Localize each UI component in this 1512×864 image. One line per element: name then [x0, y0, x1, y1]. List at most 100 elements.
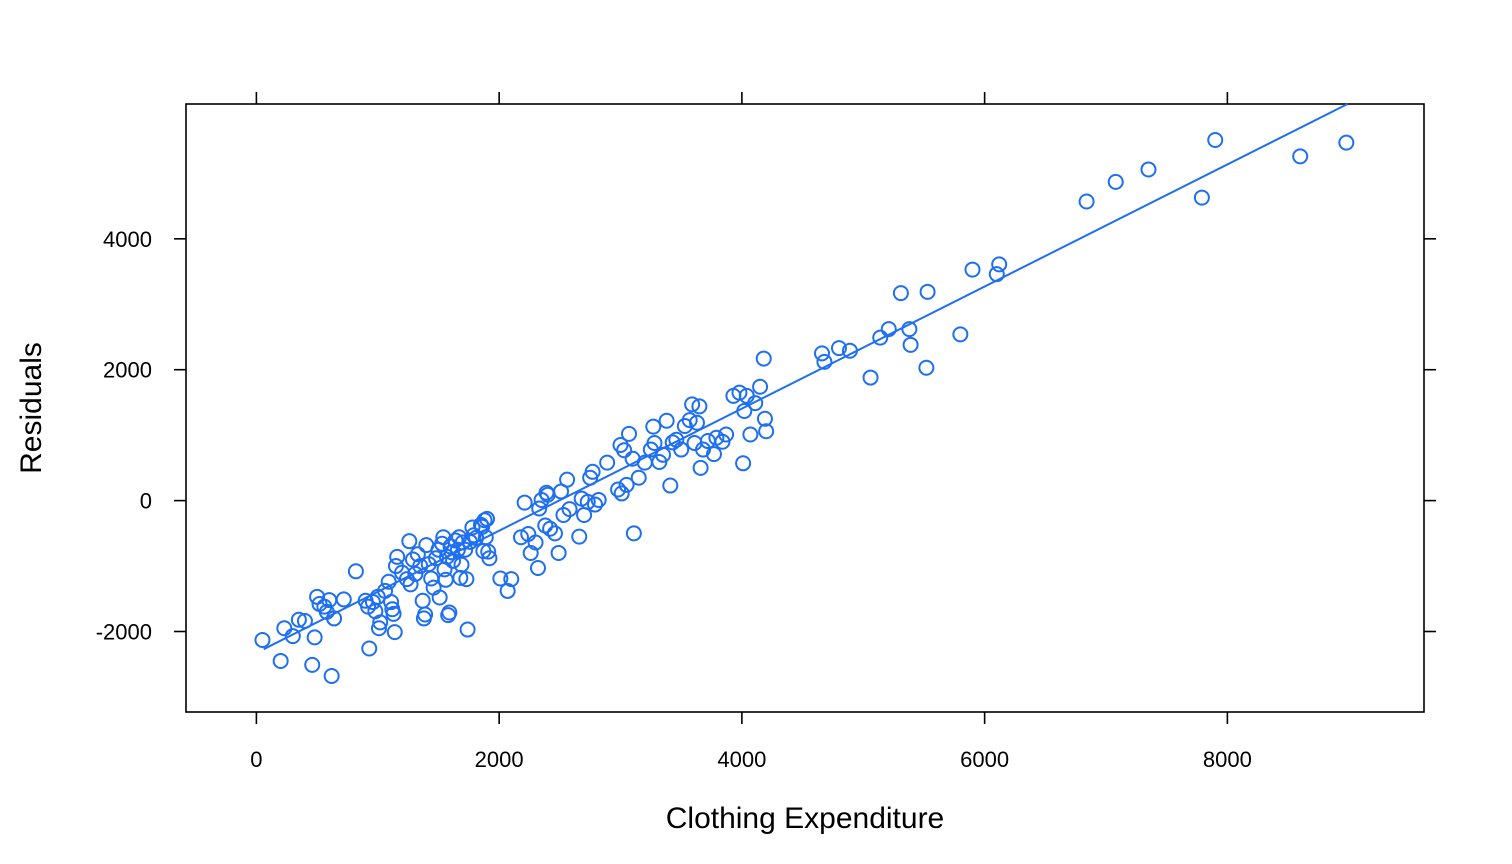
data-point — [347, 563, 364, 580]
data-point — [361, 640, 378, 657]
data-point — [386, 624, 403, 641]
data-point — [512, 529, 529, 546]
y-tick-labels: -2000 0 2000 4000 — [96, 227, 152, 645]
x-axis-title: Clothing Expenditure — [666, 802, 945, 835]
fit-line-group — [263, 103, 1348, 651]
data-point — [964, 261, 981, 278]
data-point — [584, 463, 601, 480]
data-point — [414, 592, 431, 609]
x-tick-label: 6000 — [960, 747, 1009, 772]
data-point — [576, 507, 593, 524]
data-point — [646, 435, 663, 452]
fit-line — [263, 103, 1348, 651]
data-point — [453, 556, 470, 573]
x-tick-label: 4000 — [717, 747, 766, 772]
x-tick-label: 8000 — [1203, 747, 1252, 772]
data-point — [561, 501, 578, 518]
data-point — [587, 496, 604, 513]
data-point — [402, 576, 419, 593]
data-point — [918, 359, 935, 376]
data-point — [654, 446, 671, 463]
data-point — [428, 550, 445, 567]
data-point — [441, 604, 458, 621]
data-point — [658, 412, 675, 429]
data-point — [630, 469, 647, 486]
data-point — [599, 454, 616, 471]
data-point — [290, 611, 307, 628]
data-point — [417, 606, 434, 623]
axis-ticks — [174, 92, 1436, 724]
x-tick-labels: 0 2000 4000 6000 8000 — [250, 747, 1252, 772]
data-point — [579, 493, 596, 510]
data-point — [668, 431, 685, 448]
data-point — [718, 426, 735, 443]
data-point — [988, 266, 1005, 283]
data-point — [531, 500, 548, 517]
data-point — [705, 446, 722, 463]
data-point — [465, 527, 482, 544]
data-point — [756, 410, 773, 427]
data-point — [1207, 131, 1224, 148]
data-point — [1107, 173, 1124, 190]
data-point — [335, 591, 352, 608]
data-point — [254, 632, 271, 649]
data-point — [1338, 134, 1355, 151]
data-point — [862, 369, 879, 386]
data-point — [481, 550, 498, 567]
data-point — [1292, 148, 1309, 165]
data-point — [590, 491, 607, 508]
data-point — [304, 656, 321, 673]
data-point — [747, 395, 764, 412]
data-point — [407, 565, 424, 582]
data-point — [735, 455, 752, 472]
data-point — [296, 613, 313, 630]
data-point — [542, 520, 559, 537]
x-tick-label: 2000 — [475, 747, 524, 772]
data-point — [537, 517, 554, 534]
data-point — [902, 336, 919, 353]
data-point — [372, 614, 389, 631]
data-point — [546, 525, 563, 542]
y-tick-label: 0 — [140, 489, 152, 514]
y-tick-label: 2000 — [103, 358, 152, 383]
data-point — [952, 326, 969, 343]
data-point — [385, 605, 402, 622]
data-point — [736, 402, 753, 419]
data-point — [431, 589, 448, 606]
data-point — [681, 412, 698, 429]
data-point — [458, 571, 475, 588]
data-point — [389, 548, 406, 565]
data-point — [479, 510, 496, 527]
data-point — [919, 283, 936, 300]
data-point — [613, 485, 630, 502]
data-point — [752, 378, 769, 395]
data-point — [692, 459, 709, 476]
data-point — [616, 442, 633, 459]
data-point — [645, 418, 662, 435]
data-point — [841, 342, 858, 359]
data-point — [409, 546, 426, 563]
data-point — [364, 594, 381, 611]
data-point — [813, 345, 830, 362]
data-point — [457, 541, 474, 558]
data-point — [272, 652, 289, 669]
data-point — [492, 570, 509, 587]
data-point — [326, 610, 343, 627]
data-point — [276, 620, 293, 637]
y-axis-title: Residuals — [15, 342, 48, 474]
plot-frame — [185, 103, 1425, 713]
data-point — [516, 494, 533, 511]
data-point — [437, 571, 454, 588]
data-points — [254, 131, 1355, 685]
data-point — [459, 621, 476, 638]
data-point — [306, 629, 323, 646]
data-point — [383, 594, 400, 611]
data-point — [991, 256, 1008, 273]
data-point — [621, 425, 638, 442]
data-point — [731, 384, 748, 401]
data-point — [436, 561, 453, 578]
data-point — [742, 426, 759, 443]
data-point — [550, 544, 567, 561]
data-point — [529, 560, 546, 577]
